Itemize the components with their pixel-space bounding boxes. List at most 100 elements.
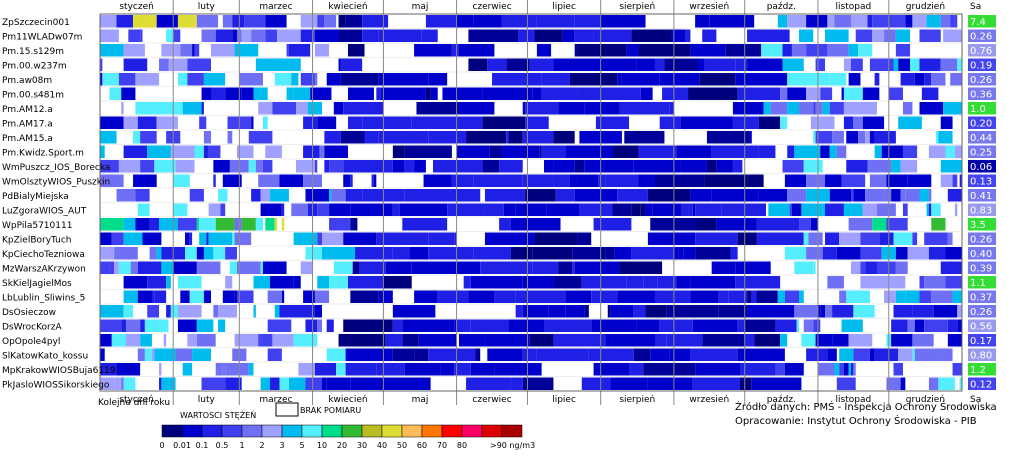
heatmap-cell	[296, 305, 315, 318]
heatmap-cell	[711, 261, 736, 274]
heatmap-cell	[116, 247, 138, 260]
heatmap-cell	[874, 131, 896, 144]
heatmap-cell	[376, 363, 405, 376]
heatmap-cell	[232, 29, 237, 42]
heatmap-cell	[343, 160, 393, 173]
heatmap-cell	[591, 290, 618, 303]
legend-tick-label: 0.5	[216, 441, 229, 450]
heatmap-cell	[378, 131, 429, 144]
heatmap-cell	[473, 174, 523, 187]
heatmap-cell	[378, 29, 422, 42]
heatmap-cell	[553, 276, 582, 289]
heatmap-cell	[758, 189, 788, 202]
legend-swatch	[221, 424, 243, 438]
heatmap-cell	[364, 261, 386, 274]
month-label-top: czerwiec	[472, 2, 511, 12]
heatmap-cell	[130, 261, 138, 274]
heatmap-cell	[411, 116, 459, 129]
heatmap-cell	[305, 319, 318, 332]
heatmap-cell	[907, 319, 915, 332]
heatmap-cell	[220, 203, 226, 216]
heatmap-cell	[364, 131, 379, 144]
heatmap-cell	[954, 15, 958, 28]
heatmap-cell	[654, 174, 705, 187]
heatmap-cell	[125, 319, 141, 332]
month-axis-bottom: styczeń luty marzec kwiecień maj czerwiec lipi…	[119, 395, 945, 405]
heatmap-cell	[780, 116, 785, 129]
heatmap-cell	[265, 218, 275, 231]
heatmap-cell	[737, 348, 785, 361]
sa-cell	[968, 348, 996, 361]
heatmap-cell	[267, 348, 282, 361]
legend-swatch	[421, 424, 443, 438]
heatmap-cell	[421, 29, 438, 42]
heatmap-cell	[449, 189, 481, 202]
heatmap-cell	[428, 232, 455, 245]
heatmap-cell	[914, 348, 937, 361]
heatmap-cell	[820, 305, 826, 318]
heatmap-cell	[791, 203, 802, 216]
heatmap-cell	[133, 15, 152, 28]
heatmap-cell	[260, 334, 263, 347]
heatmap-cell	[761, 44, 783, 57]
heatmap-cell	[147, 276, 167, 289]
heatmap-cell	[600, 15, 646, 28]
heatmap-cell	[522, 348, 537, 361]
month-label-bottom: kwiecień	[328, 395, 367, 405]
heatmap-cell	[884, 29, 896, 42]
heatmap-cell	[345, 348, 393, 361]
heatmap-cell	[775, 363, 785, 376]
heatmap-cell	[173, 203, 186, 216]
heatmap-cell	[270, 189, 289, 202]
heatmap-cell	[829, 145, 837, 158]
heatmap-cell	[749, 131, 752, 144]
heatmap-cell	[810, 73, 830, 86]
heatmap-cell	[466, 131, 507, 144]
heatmap-cell	[222, 290, 235, 303]
heatmap-cell	[373, 174, 377, 187]
heatmap-cell	[506, 58, 530, 71]
heatmap-cell	[690, 276, 736, 289]
legend-unit-label: >90 ng/m3	[490, 441, 535, 450]
heatmap-cell	[643, 276, 658, 289]
heatmap-cell	[569, 73, 618, 86]
heatmap-cell	[825, 232, 840, 245]
sa-value: 0.25	[970, 148, 992, 159]
heatmap-cell	[347, 87, 374, 100]
heatmap-cell	[180, 290, 190, 303]
heatmap-cell	[723, 290, 729, 303]
heatmap-cell	[907, 247, 929, 260]
heatmap-cell	[317, 276, 330, 289]
heatmap-cell	[142, 232, 162, 245]
heatmap-cell	[581, 276, 627, 289]
legend-tick-label: 3	[279, 441, 284, 450]
heatmap-cell	[541, 145, 544, 158]
missing-swatch	[275, 402, 299, 417]
heatmap-cell	[159, 58, 169, 71]
sa-value: 0.44	[970, 133, 992, 144]
heatmap-cell	[137, 290, 152, 303]
heatmap-cell	[626, 276, 644, 289]
sa-value: 0.56	[970, 322, 992, 333]
heatmap-cell	[820, 87, 833, 100]
heatmap-cell	[619, 261, 663, 274]
heatmap-cell	[593, 218, 632, 231]
heatmap-cell	[154, 290, 167, 303]
heatmap-cell	[451, 174, 474, 187]
heatmap-cell	[832, 305, 854, 318]
heatmap-cell	[763, 102, 771, 115]
heatmap-cell	[199, 116, 207, 129]
sa-cell	[968, 305, 996, 318]
heatmap-cell	[210, 87, 226, 100]
heatmap-cell	[900, 160, 918, 173]
heatmap-cell	[347, 334, 386, 347]
heatmap-cell	[834, 15, 852, 28]
heatmap-cell	[187, 334, 197, 347]
heatmap-cell	[848, 73, 861, 86]
heatmap-cell	[288, 87, 294, 100]
heatmap-cell	[163, 334, 167, 347]
heatmap-cell	[123, 305, 134, 318]
heatmap-cell	[203, 131, 211, 144]
heatmap-cell	[884, 290, 896, 303]
